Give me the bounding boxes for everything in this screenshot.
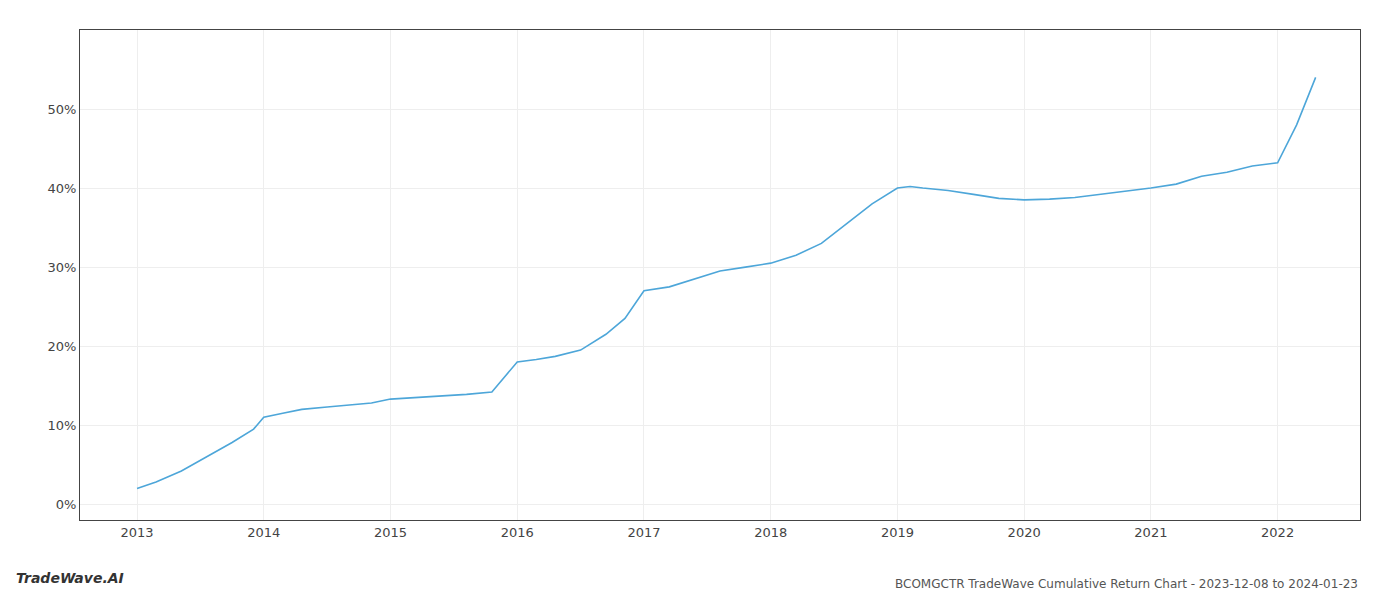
svg-text:2021: 2021 (1134, 525, 1167, 540)
svg-text:2013: 2013 (120, 525, 153, 540)
svg-text:BCOMGCTR TradeWave Cumulative: BCOMGCTR TradeWave Cumulative Return Cha… (895, 577, 1358, 591)
svg-text:2020: 2020 (1008, 525, 1041, 540)
svg-text:0%: 0% (56, 497, 77, 512)
svg-text:2019: 2019 (881, 525, 914, 540)
svg-text:30%: 30% (47, 260, 76, 275)
svg-text:TradeWave.AI: TradeWave.AI (16, 570, 124, 586)
svg-text:20%: 20% (47, 339, 76, 354)
svg-text:10%: 10% (47, 418, 76, 433)
svg-text:40%: 40% (47, 181, 76, 196)
svg-text:2017: 2017 (627, 525, 660, 540)
svg-text:2022: 2022 (1261, 525, 1294, 540)
svg-text:50%: 50% (47, 102, 76, 117)
svg-text:2018: 2018 (754, 525, 787, 540)
svg-text:2016: 2016 (501, 525, 534, 540)
svg-text:2014: 2014 (247, 525, 280, 540)
svg-text:2015: 2015 (374, 525, 407, 540)
